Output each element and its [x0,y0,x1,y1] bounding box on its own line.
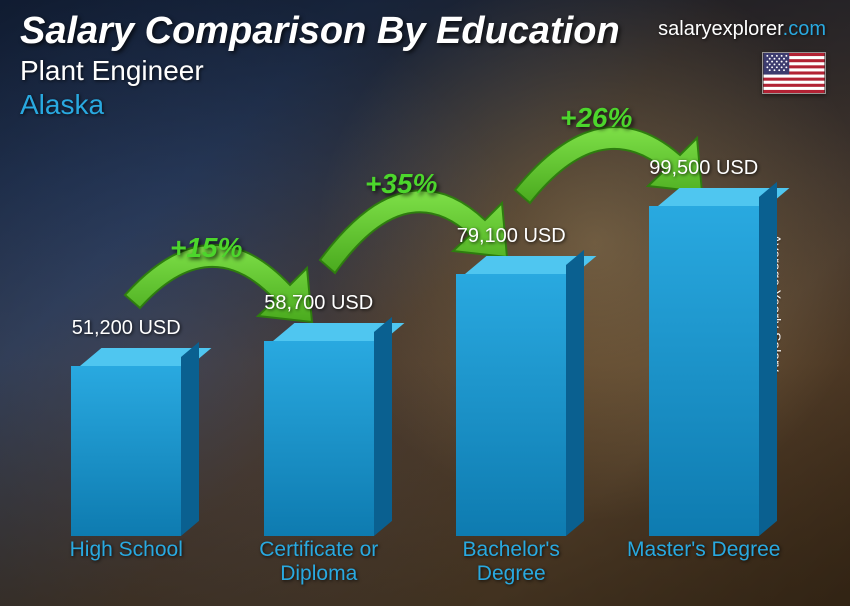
bar-value-3: 99,500 USD [649,157,758,180]
bar3d-0 [71,348,181,536]
bars-container: 51,200 USD 58,700 USD 79,100 USD 99,500 USD [30,150,800,536]
bar-label-1: Certificate or Diploma [234,538,403,586]
bar-2: 79,100 USD [427,225,596,536]
bar-value-1: 58,700 USD [264,292,373,315]
bar-label-0: High School [42,538,211,586]
bar-value-2: 79,100 USD [457,225,566,248]
brand-name: salaryexplorer [658,18,783,40]
flag-icon [762,52,826,94]
bar3d-3 [649,188,759,536]
chart-area: +15% +35% +26% 51,200 USD58,700 USD79,10… [30,150,800,586]
brand-suffix: .com [783,18,826,40]
bar3d-2 [456,256,566,536]
bar-3: 99,500 USD [619,157,788,536]
bar-value-0: 51,200 USD [72,317,181,340]
bar3d-1 [264,323,374,536]
increase-pct-2: +26% [560,102,632,134]
bar-label-3: Master's Degree [619,538,788,586]
brand-label: salaryexplorer.com [658,18,826,41]
bar-1: 58,700 USD [234,292,403,536]
bar-label-2: Bachelor's Degree [427,538,596,586]
bar-0: 51,200 USD [42,317,211,536]
labels-container: High School Certificate or Diploma Bachelo… [30,538,800,586]
chart-subtitle: Plant Engineer [20,55,830,87]
